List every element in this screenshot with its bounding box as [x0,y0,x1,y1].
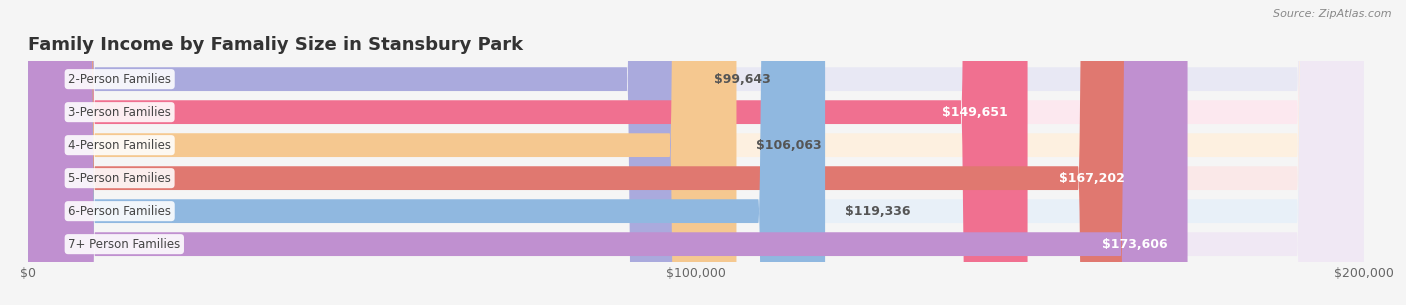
Text: $167,202: $167,202 [1059,172,1125,185]
FancyBboxPatch shape [28,0,1364,305]
Text: 5-Person Families: 5-Person Families [67,172,172,185]
Text: 6-Person Families: 6-Person Families [67,205,172,218]
FancyBboxPatch shape [28,0,1364,305]
FancyBboxPatch shape [28,0,1364,305]
Text: Source: ZipAtlas.com: Source: ZipAtlas.com [1274,9,1392,19]
FancyBboxPatch shape [28,0,737,305]
FancyBboxPatch shape [28,0,693,305]
Text: 4-Person Families: 4-Person Families [67,139,172,152]
Text: 2-Person Families: 2-Person Families [67,73,172,86]
Text: 7+ Person Families: 7+ Person Families [67,238,180,251]
FancyBboxPatch shape [28,0,1144,305]
FancyBboxPatch shape [28,0,825,305]
Text: $173,606: $173,606 [1102,238,1167,251]
Text: $106,063: $106,063 [756,139,823,152]
FancyBboxPatch shape [28,0,1188,305]
FancyBboxPatch shape [28,0,1028,305]
Text: $119,336: $119,336 [845,205,911,218]
FancyBboxPatch shape [28,0,1364,305]
FancyBboxPatch shape [28,0,1364,305]
FancyBboxPatch shape [28,0,1364,305]
Text: $99,643: $99,643 [714,73,770,86]
Text: 3-Person Families: 3-Person Families [67,106,172,119]
Text: $149,651: $149,651 [942,106,1008,119]
Text: Family Income by Famaliy Size in Stansbury Park: Family Income by Famaliy Size in Stansbu… [28,36,523,54]
